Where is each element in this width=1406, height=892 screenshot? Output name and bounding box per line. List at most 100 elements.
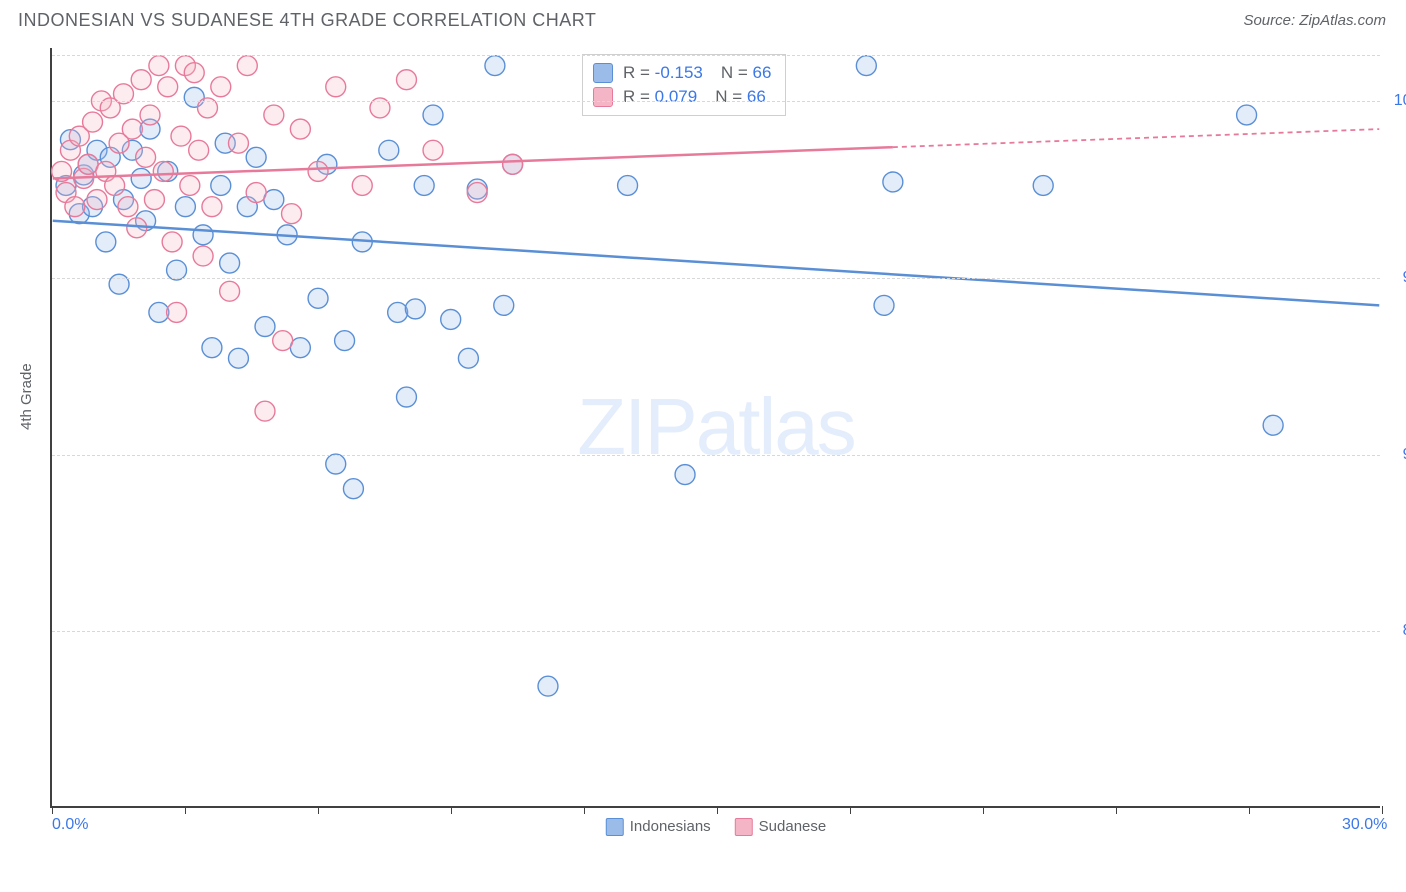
legend-row: R = -0.153 N = 66 bbox=[593, 61, 771, 85]
legend-swatch bbox=[735, 818, 753, 836]
data-point bbox=[167, 302, 187, 322]
data-point bbox=[211, 176, 231, 196]
legend-item: Indonesians bbox=[606, 818, 711, 836]
data-point bbox=[1237, 105, 1257, 125]
data-point bbox=[467, 183, 487, 203]
data-point bbox=[326, 454, 346, 474]
data-point bbox=[458, 348, 478, 368]
data-point bbox=[308, 161, 328, 181]
legend-r-label: R = -0.153 bbox=[623, 63, 703, 83]
data-point bbox=[202, 197, 222, 217]
chart-container: INDONESIAN VS SUDANESE 4TH GRADE CORRELA… bbox=[0, 0, 1406, 892]
x-tick bbox=[1116, 806, 1117, 814]
source-label: Source: ZipAtlas.com bbox=[1243, 12, 1386, 29]
data-point bbox=[308, 288, 328, 308]
x-tick bbox=[717, 806, 718, 814]
data-point bbox=[423, 140, 443, 160]
x-tick bbox=[185, 806, 186, 814]
trend-line-extrapolated bbox=[893, 129, 1379, 147]
x-tick bbox=[983, 806, 984, 814]
data-point bbox=[352, 176, 372, 196]
data-point bbox=[189, 140, 209, 160]
data-point bbox=[105, 176, 125, 196]
data-point bbox=[494, 295, 514, 315]
data-point bbox=[423, 105, 443, 125]
gridline-h bbox=[52, 455, 1380, 456]
data-point bbox=[193, 246, 213, 266]
data-point bbox=[326, 77, 346, 97]
x-tick bbox=[318, 806, 319, 814]
legend-n-label: N = 66 bbox=[721, 63, 772, 83]
gridline-h bbox=[52, 278, 1380, 279]
data-point bbox=[237, 56, 257, 76]
data-point bbox=[485, 56, 505, 76]
x-tick bbox=[52, 806, 53, 814]
y-tick-label: 95.0% bbox=[1403, 269, 1406, 287]
data-point bbox=[211, 77, 231, 97]
data-point bbox=[255, 317, 275, 337]
x-tick bbox=[1382, 806, 1383, 814]
legend-r-label: R = 0.079 bbox=[623, 87, 697, 107]
data-point bbox=[397, 70, 417, 90]
scatter-svg bbox=[52, 48, 1380, 806]
x-tick-label: 0.0% bbox=[52, 816, 88, 834]
data-point bbox=[414, 176, 434, 196]
data-point bbox=[273, 331, 293, 351]
data-point bbox=[131, 168, 151, 188]
data-point bbox=[153, 161, 173, 181]
data-point bbox=[379, 140, 399, 160]
y-axis-label: 4th Grade bbox=[18, 363, 35, 430]
data-point bbox=[83, 112, 103, 132]
correlation-legend: R = -0.153 N = 66 R = 0.079 N = 66 bbox=[582, 54, 786, 116]
data-point bbox=[162, 232, 182, 252]
data-point bbox=[78, 154, 98, 174]
legend-n-label: N = 66 bbox=[715, 87, 766, 107]
x-tick-label: 30.0% bbox=[1342, 816, 1387, 834]
data-point bbox=[264, 190, 284, 210]
x-tick bbox=[850, 806, 851, 814]
data-point bbox=[618, 176, 638, 196]
data-point bbox=[290, 119, 310, 139]
y-tick-label: 100.0% bbox=[1394, 92, 1406, 110]
x-tick bbox=[451, 806, 452, 814]
data-point bbox=[144, 190, 164, 210]
data-point bbox=[228, 348, 248, 368]
legend-label: Indonesians bbox=[630, 818, 711, 835]
data-point bbox=[290, 338, 310, 358]
data-point bbox=[343, 479, 363, 499]
legend-swatch bbox=[606, 818, 624, 836]
data-point bbox=[136, 147, 156, 167]
x-tick bbox=[584, 806, 585, 814]
series-legend: Indonesians Sudanese bbox=[606, 818, 826, 836]
data-point bbox=[255, 401, 275, 421]
data-point bbox=[122, 119, 142, 139]
data-point bbox=[1033, 176, 1053, 196]
plot-area: ZIPatlas R = -0.153 N = 66 R = 0.079 N =… bbox=[50, 48, 1380, 808]
data-point bbox=[193, 225, 213, 245]
data-point bbox=[503, 154, 523, 174]
data-point bbox=[264, 105, 284, 125]
data-point bbox=[220, 281, 240, 301]
data-point bbox=[282, 204, 302, 224]
data-point bbox=[405, 299, 425, 319]
data-point bbox=[171, 126, 191, 146]
data-point bbox=[228, 133, 248, 153]
data-point bbox=[96, 232, 116, 252]
data-point bbox=[87, 190, 107, 210]
data-point bbox=[441, 309, 461, 329]
gridline-h bbox=[52, 631, 1380, 632]
data-point bbox=[538, 676, 558, 696]
gridline-h bbox=[52, 101, 1380, 102]
data-point bbox=[335, 331, 355, 351]
legend-item: Sudanese bbox=[735, 818, 827, 836]
legend-row: R = 0.079 N = 66 bbox=[593, 85, 771, 109]
y-tick-label: 90.0% bbox=[1403, 446, 1406, 464]
y-tick-label: 85.0% bbox=[1403, 622, 1406, 640]
data-point bbox=[140, 105, 160, 125]
data-point bbox=[1263, 415, 1283, 435]
data-point bbox=[175, 197, 195, 217]
chart-title: INDONESIAN VS SUDANESE 4TH GRADE CORRELA… bbox=[18, 10, 596, 31]
gridline-h bbox=[52, 55, 1380, 56]
data-point bbox=[65, 197, 85, 217]
data-point bbox=[883, 172, 903, 192]
